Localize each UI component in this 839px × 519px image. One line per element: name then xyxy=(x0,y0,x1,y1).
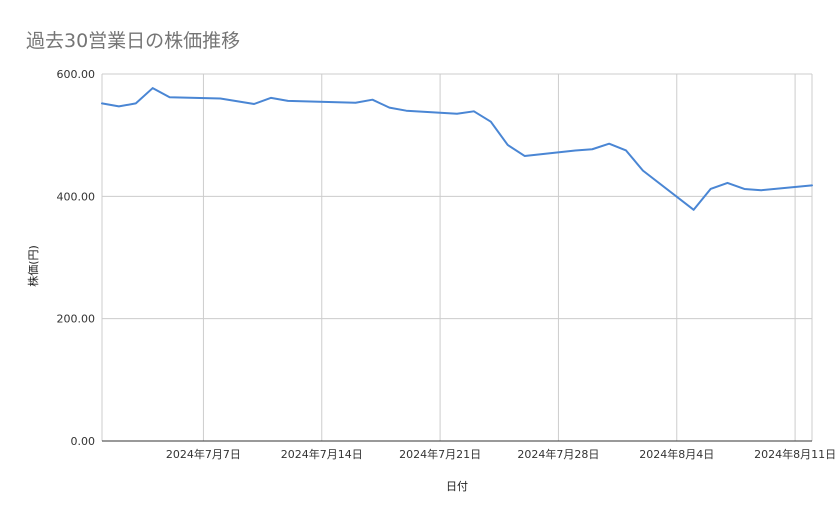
x-axis: 2024年7月7日 2024年7月14日 2024年7月21日 2024年7月28日 2… xyxy=(166,447,836,461)
x-tick-label: 2024年8月11日 xyxy=(754,447,836,461)
x-tick-label: 2024年7月14日 xyxy=(281,447,363,461)
grid xyxy=(101,73,813,442)
plot-area xyxy=(101,87,813,211)
x-tick-label: 2024年7月7日 xyxy=(166,447,241,461)
y-axis-title: 株価(円) xyxy=(26,245,40,287)
x-tick-label: 2024年7月21日 xyxy=(399,447,481,461)
y-tick-label: 0.00 xyxy=(71,435,96,448)
y-tick-label: 600.00 xyxy=(57,68,96,81)
x-axis-title: 日付 xyxy=(446,480,468,493)
x-tick-label: 2024年8月4日 xyxy=(639,447,714,461)
y-tick-label: 200.00 xyxy=(57,313,96,326)
chart-title: 過去30営業日の株価推移 xyxy=(26,30,241,52)
y-tick-label: 400.00 xyxy=(57,190,96,203)
x-tick-label: 2024年7月28日 xyxy=(517,447,599,461)
y-axis: 0.00 200.00 400.00 600.00 xyxy=(57,68,96,448)
series-line xyxy=(101,87,813,211)
